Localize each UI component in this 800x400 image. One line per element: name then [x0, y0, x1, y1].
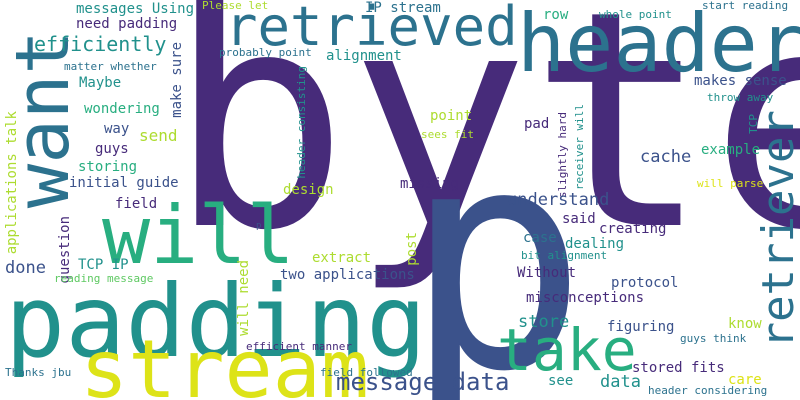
word-case: case [523, 230, 557, 246]
word-said: said [562, 211, 596, 227]
word-pad: pad [524, 116, 550, 132]
word-matter-whether: matter whether [64, 60, 157, 73]
word-tcp-ip: TCP IP [78, 257, 129, 273]
word-efficiently: efficiently [34, 32, 167, 56]
word-will: will [102, 189, 295, 282]
word-wondering: wondering [84, 101, 160, 117]
word-without: Without [517, 265, 577, 281]
word-messages-using: messages Using [76, 1, 195, 17]
word-header-consisting: header consisting [295, 66, 308, 179]
word-done: done [5, 258, 46, 278]
word-bit-alignment: bit alignment [521, 249, 608, 262]
word-message-data: message data [336, 368, 510, 396]
word-understand: understand [507, 190, 610, 210]
word-storing: storing [78, 159, 138, 175]
word-send: send [139, 126, 178, 145]
word-retriever: retriever [753, 110, 800, 349]
word-throw-away: throw away [707, 91, 774, 104]
word-row: row [543, 7, 569, 23]
word-know: know [728, 316, 762, 332]
word-tcp: TCP [747, 114, 760, 134]
word-whole-point: whole point [599, 8, 672, 21]
word-data: data [600, 372, 641, 392]
word-stream: stream [80, 323, 369, 400]
word-ip-stream: IP stream [365, 0, 441, 16]
word-alignment: alignment [326, 48, 402, 64]
word-take: take [497, 316, 637, 384]
word-field: field [115, 196, 158, 212]
word-sees-fit: sees fit [421, 128, 474, 141]
word-probably-point: probably point [219, 46, 312, 59]
word-start-reading: start reading [702, 0, 789, 12]
word-care: care [728, 372, 762, 388]
word-thanks-jbu: Thanks jbu [5, 366, 72, 379]
word-guys-think: guys think [680, 332, 747, 345]
word-will-parse: will parse [697, 177, 764, 190]
word-cache: cache [640, 147, 692, 167]
word-applications-talk: applications talk [4, 111, 20, 255]
word-byte: byte [168, 0, 800, 296]
word-stored-fits: stored fits [632, 360, 725, 376]
word-p: p [404, 83, 588, 400]
word-p-small: p [256, 221, 262, 231]
word-example: example [701, 142, 761, 158]
word-figuring: figuring [607, 319, 675, 335]
word-reading-message: reading message [54, 272, 154, 285]
word-guys: guys [95, 141, 129, 157]
word-padding: padding [5, 263, 427, 380]
word-two-applications: two applications [280, 267, 415, 283]
word-field-followed: field followed [320, 366, 413, 379]
word-header-considering: header considering [648, 384, 768, 397]
word-see: see [548, 373, 574, 389]
word-will-need: will need [236, 260, 252, 336]
word-creating: creating [599, 221, 667, 237]
word-extract: extract [312, 250, 372, 266]
word-point: point [430, 108, 473, 124]
word-need-padding: need padding [76, 16, 178, 32]
word-efficient-manner: efficient manner [246, 340, 352, 353]
word-store: store [518, 312, 570, 332]
word-slightly-hard: slightly hard [556, 112, 569, 199]
word-misconceptions: misconceptions [526, 290, 645, 306]
word-way: way [104, 121, 130, 137]
word-design: design [283, 182, 334, 198]
word-initial-guide: initial guide [69, 175, 179, 191]
word-receiver-will: receiver will [573, 104, 586, 191]
word-post: post [404, 232, 420, 266]
word-please-let: Please let [202, 0, 269, 12]
word-make-sure: make sure [169, 42, 185, 118]
word-maybe: Maybe [79, 75, 122, 91]
word-retrieved: retrieved [225, 0, 518, 58]
word-makes-sense: makes sense [694, 73, 787, 89]
word-missing: missing [400, 176, 460, 192]
word-protocol: protocol [611, 275, 679, 291]
word-header: header [517, 0, 800, 90]
word-dealing: dealing [565, 236, 625, 252]
